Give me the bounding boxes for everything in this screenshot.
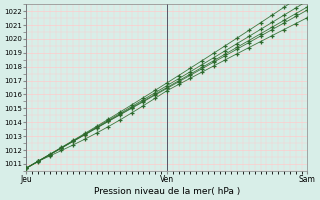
X-axis label: Pression niveau de la mer( hPa ): Pression niveau de la mer( hPa ) bbox=[94, 187, 240, 196]
